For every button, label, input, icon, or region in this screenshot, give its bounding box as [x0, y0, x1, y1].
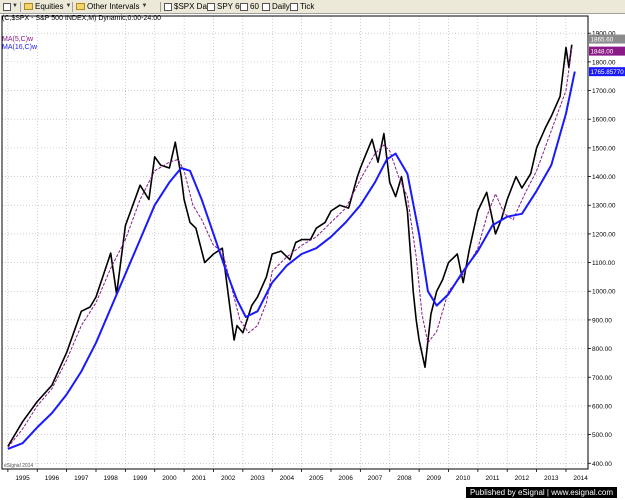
tick-label: Tick: [300, 2, 315, 11]
x-tick-label: 2009: [427, 475, 442, 482]
x-tick-label: 1998: [103, 475, 118, 482]
x-tick-label: 2005: [309, 475, 324, 482]
x-tick-label: 2003: [250, 475, 265, 482]
y-tick-label: 1200.00: [592, 231, 616, 238]
legend-ma16: MA(16,C)w: [2, 44, 38, 51]
chevron-down-icon: ▼: [12, 3, 18, 9]
chart-grid: [2, 16, 588, 469]
toolbar: ▼ Equities ▼ Other Intervals ▼ $SPX Dail…: [0, 0, 625, 14]
chart-check-icon: [290, 2, 298, 11]
spy-60-button[interactable]: SPY 60: [207, 1, 244, 12]
chart-axes: [1, 15, 591, 472]
interval-60-button[interactable]: 60: [240, 1, 259, 12]
x-tick-label: 2014: [573, 475, 588, 482]
x-tick-label: 2013: [544, 475, 559, 482]
daily-label: Daily: [272, 2, 290, 11]
series-line-ma5: [7, 48, 573, 448]
last-value-badge: [589, 67, 625, 77]
spx-daily-button[interactable]: $SPX Daily: [164, 1, 214, 12]
x-tick-label: 1999: [133, 475, 148, 482]
chevron-down-icon: ▼: [65, 3, 72, 9]
chart-check-icon: [164, 2, 172, 11]
toolbar-divider: [72, 2, 73, 12]
spx-daily-label: $SPX Daily: [174, 2, 215, 11]
x-tick-label: 2011: [486, 475, 500, 482]
x-tick-label: 2007: [368, 475, 383, 482]
interval-60-label: 60: [250, 2, 259, 11]
chart-check-icon: [262, 2, 270, 11]
x-tick-label: 2006: [338, 475, 353, 482]
chart-series: [7, 44, 576, 450]
plot-frame: [1, 15, 589, 470]
y-tick-label: 900.00: [592, 317, 612, 324]
symbol-field[interactable]: ▼: [3, 1, 18, 12]
last-value-label: 1865.60: [591, 37, 614, 44]
y-tick-label: 600.00: [592, 403, 612, 410]
y-tick-label: 1800.00: [592, 59, 616, 66]
chart-title: (C,$SPX - S&P 500 INDEX,M) Dynamic,0:00-…: [2, 15, 161, 22]
x-tick-label: 2000: [162, 475, 177, 482]
spy-60-label: SPY 60: [217, 2, 244, 11]
y-tick-label: 1900.00: [592, 31, 616, 38]
toolbar-divider: [20, 2, 21, 12]
series-line-price: [7, 44, 573, 447]
y-tick-label: 700.00: [592, 375, 612, 382]
equities-label: Equities: [35, 2, 64, 11]
chevron-down-icon: ▼: [141, 3, 148, 9]
x-tick-label: 1997: [74, 475, 89, 482]
x-tick-label: 2001: [192, 475, 207, 482]
chart-background: [0, 14, 625, 500]
daily-button[interactable]: Daily: [262, 1, 290, 12]
y-tick-label: 1700.00: [592, 88, 616, 95]
y-tick-label: 400.00: [592, 461, 612, 468]
legend-ma5: MA(5,C)w: [2, 36, 34, 43]
last-value-label: 1765.85770: [591, 69, 625, 76]
chart-check-icon: [3, 2, 11, 11]
last-value-badge: [589, 34, 625, 44]
other-intervals-button[interactable]: Other Intervals ▼: [76, 1, 147, 12]
publisher-badge: Published by eSignal | www.esignal.com: [465, 487, 617, 498]
y-tick-label: 1300.00: [592, 203, 616, 210]
x-tick-label: 2010: [456, 475, 471, 482]
y-tick-label: 1000.00: [592, 289, 616, 296]
x-tick-label: 1995: [15, 475, 30, 482]
folder-icon: [24, 3, 33, 10]
chart-labels: 400.00 500.00 600.00 700.00 800.00 900.00 1000…: [15, 31, 625, 482]
x-tick-label: 2004: [280, 475, 295, 482]
y-tick-label: 500.00: [592, 432, 612, 439]
tick-button[interactable]: Tick: [290, 1, 314, 12]
y-tick-label: 800.00: [592, 346, 612, 353]
y-tick-label: 1500.00: [592, 145, 616, 152]
chart-check-icon: [240, 2, 248, 11]
x-tick-label: 1996: [45, 475, 60, 482]
y-tick-label: 1100.00: [592, 260, 615, 267]
y-tick-label: 1600.00: [592, 117, 616, 124]
y-tick-label: 1400.00: [592, 174, 616, 181]
last-value-label: 1848.00: [591, 49, 614, 56]
series-line-ma16: [7, 71, 576, 450]
chart-footnote: eSignal 2014: [4, 463, 33, 469]
x-tick-label: 2002: [221, 475, 236, 482]
price-chart[interactable]: 400.00 500.00 600.00 700.00 800.00 900.00 1000…: [0, 14, 625, 500]
toolbar-divider: [160, 2, 161, 12]
x-tick-label: 2008: [397, 475, 412, 482]
chart-check-icon: [207, 2, 215, 11]
folder-icon: [76, 3, 85, 10]
other-intervals-label: Other Intervals: [87, 2, 140, 11]
last-value-badge: [589, 46, 625, 56]
x-tick-label: 2012: [515, 475, 530, 482]
equities-button[interactable]: Equities ▼: [24, 1, 71, 12]
